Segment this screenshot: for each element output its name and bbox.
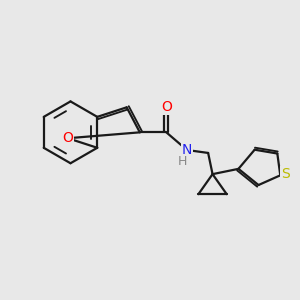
Text: S: S — [281, 167, 290, 181]
Text: H: H — [178, 155, 187, 168]
Text: O: O — [62, 131, 73, 145]
Text: O: O — [161, 100, 172, 114]
Text: N: N — [182, 143, 192, 157]
